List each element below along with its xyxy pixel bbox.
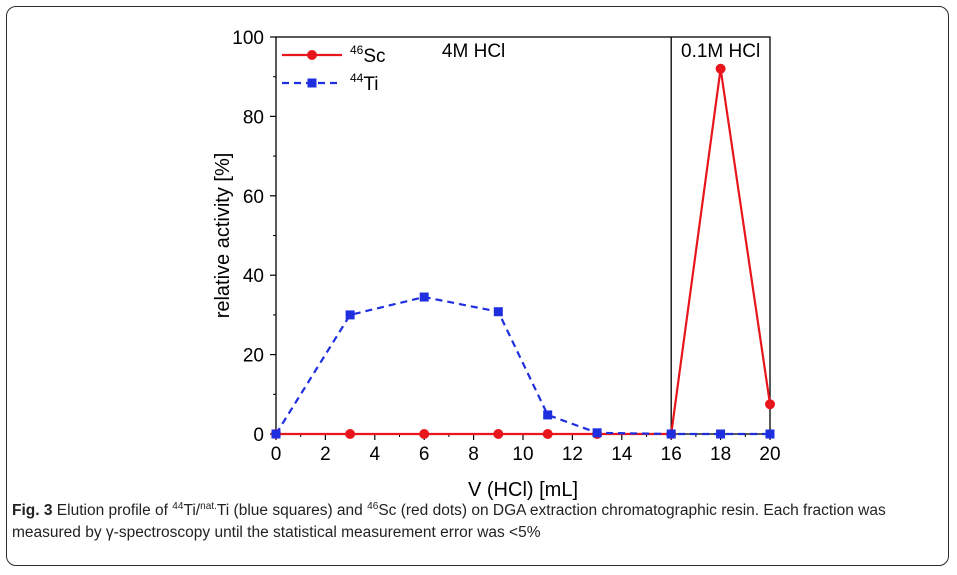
- point-sc: [542, 429, 553, 439]
- x-axis-title: V (HCl) [mL]: [468, 479, 578, 500]
- x-tick-label: 20: [759, 444, 780, 465]
- x-tick-label: 8: [468, 444, 479, 465]
- point-ti: [271, 429, 281, 439]
- caption-text-1: Elution profile of: [52, 502, 173, 519]
- point-sc: [419, 429, 430, 439]
- y-tick-label: 80: [243, 107, 264, 128]
- figure-frame: [6, 6, 949, 566]
- x-tick-label: 16: [661, 444, 682, 465]
- x-tick-label: 10: [512, 444, 533, 465]
- y-tick-label: 40: [243, 266, 264, 287]
- y-tick-label: 0: [253, 425, 264, 446]
- x-tick-label: 0: [271, 444, 282, 465]
- caption-text-4: Sc (red dots) on DGA extraction chromato…: [12, 502, 886, 541]
- y-axis-title: relative activity [%]: [212, 153, 234, 319]
- point-sc: [765, 399, 775, 410]
- y-tick-label: 60: [243, 187, 264, 208]
- caption-sup-1: 44: [172, 500, 184, 512]
- point-ti: [493, 307, 503, 317]
- y-tick-label: 20: [243, 346, 264, 367]
- caption-sup-3: 46: [367, 500, 379, 512]
- elution-chart: 4M HCl 0.1M HCl 0 2 4 6 8 10 12 14 16 18 20 0 20 40 60 80…: [212, 28, 781, 500]
- point-sc: [493, 429, 504, 439]
- point-ti: [716, 429, 726, 439]
- caption-label: Fig. 3: [12, 502, 53, 519]
- point-ti: [345, 310, 355, 320]
- legend-marker: [307, 78, 317, 88]
- y-tick-label: 100: [232, 28, 264, 49]
- caption-text-3: Ti (blue squares) and: [216, 502, 368, 519]
- x-tick-label: 6: [419, 444, 430, 465]
- x-tick-label: 18: [710, 444, 731, 465]
- region-label: 0.1M HCl: [681, 41, 760, 62]
- caption-text-2: Ti/: [183, 502, 201, 519]
- legend-marker: [307, 50, 317, 60]
- point-ti: [666, 429, 676, 439]
- plot-frame: [275, 36, 771, 435]
- point-ti: [543, 410, 553, 420]
- series-line-ti: [275, 295, 770, 436]
- x-tick-label: 4: [370, 444, 381, 465]
- x-tick-label: 2: [320, 444, 331, 465]
- x-tick-label: 14: [611, 444, 633, 465]
- point-sc: [345, 429, 356, 439]
- point-sc: [715, 63, 726, 74]
- legend-label: 46Sc: [350, 43, 386, 67]
- point-ti: [592, 428, 602, 438]
- caption-sup-2: nat.: [200, 500, 217, 512]
- legend-label: 44Ti: [350, 71, 378, 95]
- figure-caption: Fig. 3 Elution profile of 44Ti/nat.Ti (b…: [12, 500, 942, 544]
- point-ti: [419, 292, 429, 302]
- point-ti: [765, 429, 775, 439]
- x-tick-label: 12: [562, 444, 583, 465]
- series-line-sc: [276, 68, 772, 436]
- region-label: 4M HCl: [442, 41, 505, 62]
